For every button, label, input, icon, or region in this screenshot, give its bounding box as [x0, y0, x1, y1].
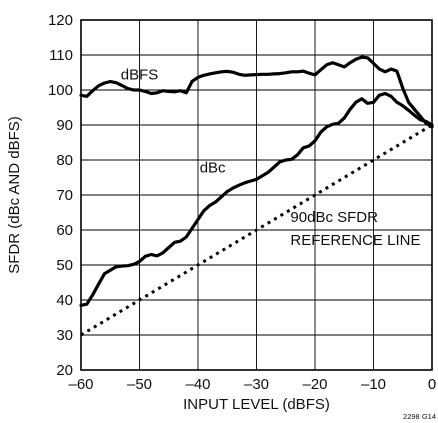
series-line-dbc	[79, 91, 434, 307]
annotations: dBFS dBc 90dBc SFDR REFERENCE LINE	[121, 67, 421, 250]
x-axis-title: INPUT LEVEL (dBFS)	[183, 396, 330, 413]
y-tick-label: 30	[56, 327, 73, 344]
y-tick-label: 40	[56, 292, 73, 309]
y-tick-label: 70	[56, 187, 73, 204]
plot-frame	[80, 19, 433, 371]
y-tick-label: 80	[56, 152, 73, 169]
y-tick-label: 120	[48, 12, 73, 29]
x-tick-label: –50	[127, 376, 152, 393]
series-line-dbfs	[79, 55, 434, 129]
annotation-label: REFERENCE LINE	[290, 232, 420, 249]
y-tick-label: 100	[48, 82, 73, 99]
x-tick-label: –10	[361, 376, 386, 393]
x-tick-label: –40	[185, 376, 210, 393]
series-line-90dbc-sfdr-reference-line	[80, 123, 433, 337]
annotation-label: 90dBc SFDR	[290, 209, 378, 226]
x-tick-label: –20	[302, 376, 327, 393]
y-tick-label: 20	[56, 362, 73, 379]
y-tick-label: 50	[56, 257, 73, 274]
x-tick-label: 0	[428, 376, 436, 393]
y-tick-label: 90	[56, 117, 73, 134]
y-axis-title: SFDR (dBc AND dBFS)	[6, 116, 23, 274]
annotation-label: dBc	[200, 159, 226, 176]
figure-number: 2298 G14	[403, 412, 436, 421]
x-tick-label: –60	[68, 376, 93, 393]
tick-labels: 20 30 40 50 60 70 80 90 100 110 120 –60 –50 –40 –30 –20…	[48, 12, 436, 393]
x-tick-label: –30	[244, 376, 269, 393]
y-tick-label: 110	[49, 47, 73, 64]
annotation-label: dBFS	[121, 67, 159, 84]
series-layer	[79, 55, 434, 337]
y-tick-label: 60	[56, 222, 73, 239]
